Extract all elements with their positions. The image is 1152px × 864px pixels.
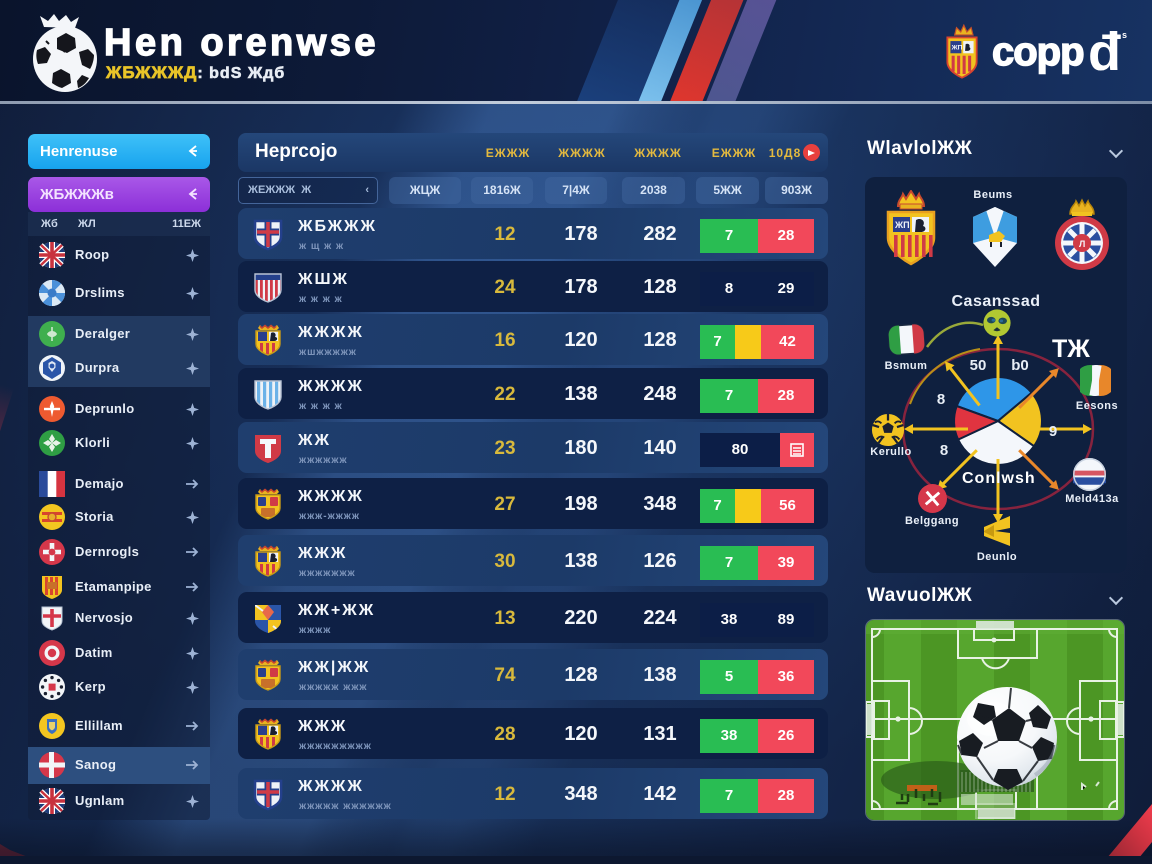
svg-text:b0: b0 — [1011, 357, 1029, 374]
svg-text:ЖП: ЖП — [894, 220, 910, 230]
svg-text:Л: Л — [1079, 239, 1085, 249]
svg-text:50: 50 — [970, 357, 987, 374]
svg-text:9: 9 — [1049, 423, 1057, 440]
svg-text:ЖП: ЖП — [951, 45, 963, 52]
svg-text:8: 8 — [940, 442, 948, 459]
svg-text:8: 8 — [937, 391, 945, 408]
